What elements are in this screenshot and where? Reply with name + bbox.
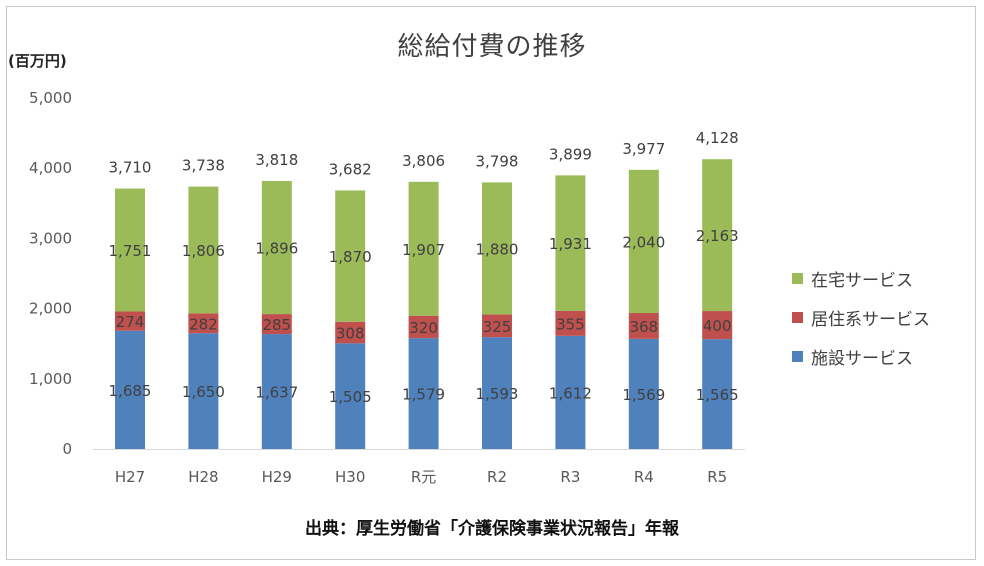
legend-label: 施設サービス — [811, 349, 913, 369]
legend-label: 在宅サービス — [811, 271, 913, 291]
y-tick-label: 2,000 — [29, 300, 72, 318]
legend-swatch — [792, 351, 803, 362]
total-label: 3,899 — [549, 145, 592, 163]
bar-segment — [188, 313, 219, 334]
bar-segment — [702, 339, 733, 449]
x-tick-label: R2 — [487, 468, 507, 486]
data-label: 1,505 — [329, 388, 372, 406]
y-tick-label: 1,000 — [29, 370, 72, 388]
data-label: 1,637 — [255, 384, 298, 402]
legend-item-zaitaku: 在宅サービス — [792, 266, 913, 291]
x-tick-label: H27 — [115, 468, 145, 486]
bar-segment — [335, 190, 366, 322]
data-label: 320 — [409, 319, 438, 337]
bar-segment — [188, 186, 219, 314]
data-label: 2,163 — [696, 227, 739, 245]
data-label: 1,569 — [622, 386, 665, 404]
total-label: 4,128 — [696, 129, 739, 147]
bar-segment — [482, 314, 512, 338]
data-label: 1,907 — [402, 241, 445, 259]
y-axis-unit-label: (百万円) — [8, 52, 67, 70]
data-label: 1,896 — [255, 240, 298, 258]
data-label: 400 — [703, 317, 732, 335]
data-label: 274 — [116, 313, 145, 331]
bar-segment — [261, 334, 292, 449]
y-tick-label: 4,000 — [29, 159, 72, 177]
total-label: 3,977 — [622, 140, 665, 158]
bar-segment — [482, 337, 512, 449]
total-label: 3,710 — [109, 159, 152, 177]
data-label: 1,612 — [549, 384, 592, 402]
x-tick-label: H29 — [262, 468, 292, 486]
y-tick-label: 0 — [62, 440, 72, 458]
x-tick-label: R4 — [634, 468, 654, 486]
bar-segment — [335, 321, 366, 344]
bar-segment — [115, 311, 145, 331]
legend-label: 居住系サービス — [811, 310, 930, 330]
bar-segment — [335, 343, 366, 449]
legend-item-shisetsu: 施設サービス — [792, 344, 913, 369]
data-label: 1,579 — [402, 386, 445, 404]
bar-segment — [555, 310, 586, 336]
total-label: 3,682 — [329, 161, 372, 179]
total-label: 3,738 — [182, 157, 225, 175]
bar-segment — [408, 315, 439, 339]
data-label: 368 — [629, 318, 658, 336]
bar-segment — [702, 311, 733, 340]
bar-segment — [408, 338, 439, 449]
data-label: 2,040 — [622, 233, 665, 251]
data-label: 282 — [189, 315, 218, 333]
data-label: 308 — [336, 325, 365, 343]
y-tick-label: 5,000 — [29, 89, 72, 107]
total-label: 3,806 — [402, 152, 445, 170]
bar-segment — [261, 314, 292, 335]
bar-segment — [482, 182, 512, 315]
bar-segment — [702, 159, 733, 312]
chart-title: 総給付費の推移 — [397, 32, 587, 62]
data-label: 1,870 — [329, 248, 372, 266]
legend-swatch — [792, 273, 803, 284]
data-label: 1,931 — [549, 235, 592, 253]
data-label: 285 — [262, 316, 291, 334]
bar-segment — [261, 180, 292, 315]
bar-segment — [188, 333, 219, 449]
data-label: 1,593 — [476, 385, 519, 403]
bar-segment — [628, 338, 659, 449]
data-label: 1,751 — [109, 242, 152, 260]
x-tick-label: R元 — [411, 468, 436, 486]
bar-segment — [115, 188, 145, 312]
data-label: 355 — [556, 315, 585, 333]
data-label: 1,650 — [182, 383, 225, 401]
bar-segment — [408, 181, 439, 316]
x-tick-label: R5 — [707, 468, 727, 486]
legend-item-kyojuukei: 居住系サービス — [792, 305, 930, 330]
x-tick-label: H28 — [188, 468, 218, 486]
data-label: 1,880 — [476, 240, 519, 258]
bar-segment — [628, 169, 659, 314]
x-tick-label: H30 — [335, 468, 365, 486]
total-label: 3,818 — [255, 151, 298, 169]
data-label: 1,685 — [109, 382, 152, 400]
data-label: 325 — [483, 318, 512, 336]
x-tick-label: R3 — [560, 468, 580, 486]
source-note: 出典：厚生労働省「介護保険事業状況報告」年報 — [305, 519, 679, 539]
total-label: 3,798 — [476, 152, 519, 170]
bar-segment — [555, 335, 586, 449]
y-tick-label: 3,000 — [29, 229, 72, 247]
data-label: 1,565 — [696, 386, 739, 404]
data-label: 1,806 — [182, 242, 225, 260]
legend-swatch — [792, 312, 803, 323]
bar-segment — [555, 175, 586, 311]
bar-segment — [115, 330, 145, 449]
bar-segment — [628, 313, 659, 339]
